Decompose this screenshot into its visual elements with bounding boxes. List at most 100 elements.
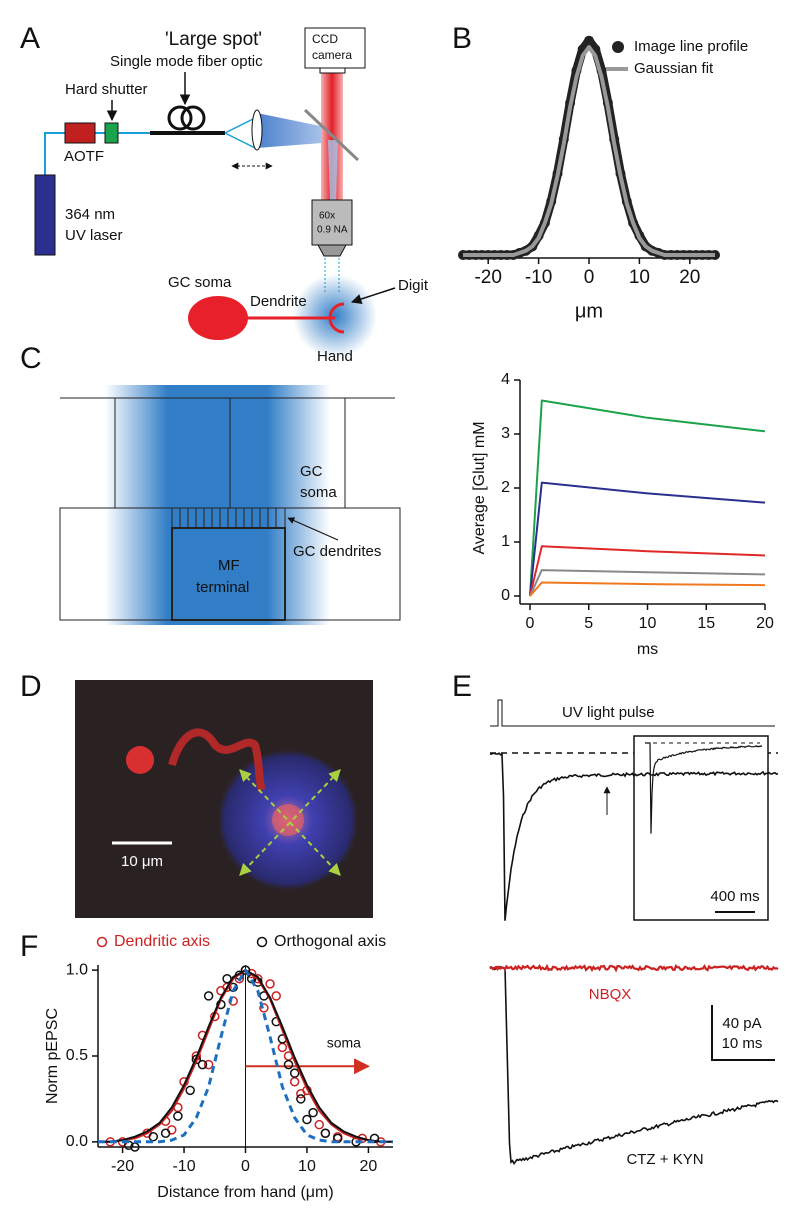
point: [584, 35, 594, 46]
laser: [34, 174, 56, 256]
point: [160, 1128, 171, 1139]
y-tick-label: 0: [501, 587, 510, 604]
y-tick-label: 0.5: [66, 1047, 88, 1064]
y-tick-label: 1.0: [66, 961, 88, 978]
x-tick-label: -20: [474, 267, 501, 288]
x-axis-label: ms: [637, 641, 658, 658]
trace: [489, 752, 779, 921]
label: MF: [218, 557, 240, 574]
label: Hand: [317, 348, 353, 365]
x-tick-label: 0: [526, 615, 535, 632]
coil: [167, 105, 193, 131]
label: 60x: [319, 211, 335, 222]
x-tick-label: 15: [697, 615, 715, 632]
trace: [489, 963, 779, 973]
diagram-c: [59, 385, 401, 625]
x-tick-label: 0: [241, 1158, 250, 1175]
panel-label: B: [452, 22, 472, 55]
label: GC dendrites: [293, 543, 381, 560]
series-line: [529, 545, 766, 597]
objective: [311, 199, 353, 246]
x-tick-label: -20: [111, 1158, 134, 1175]
label: CTZ + KYN: [626, 1151, 703, 1168]
label: 364 nm: [65, 206, 115, 223]
panel-label: D: [20, 670, 42, 703]
pulse: [490, 699, 775, 727]
series-line: [529, 399, 766, 597]
label: 400 ms: [710, 888, 759, 905]
series-line: [529, 481, 766, 597]
scale-bar: [711, 1005, 775, 1061]
label: GC soma: [168, 274, 232, 291]
x-tick-label: 0: [584, 267, 595, 288]
y-tick-label: 0.0: [66, 1133, 88, 1150]
series-line: [529, 581, 766, 597]
point: [148, 1131, 159, 1142]
label: Digit: [398, 277, 429, 294]
image-d: 10 μm: [75, 680, 373, 918]
point: [289, 1068, 300, 1078]
label: camera: [312, 48, 352, 62]
y-axis-label: Norm pEPSC: [44, 1008, 61, 1104]
point: [259, 1003, 269, 1013]
aotf: [64, 122, 96, 144]
x-tick-label: 20: [756, 615, 774, 632]
point: [277, 1042, 288, 1053]
point: [320, 1128, 331, 1139]
inset: [633, 735, 769, 921]
y-tick-label: 4: [501, 371, 510, 388]
x-axis-label: Distance from hand (μm): [157, 1184, 333, 1201]
legend-label: Orthogonal axis: [274, 933, 386, 950]
beam: [257, 113, 335, 148]
point: [253, 973, 263, 984]
camera: [319, 67, 346, 74]
series-line: [463, 45, 715, 257]
objective: [317, 244, 347, 257]
legend-symbol: [612, 41, 624, 53]
point: [289, 1077, 300, 1087]
y-tick-label: 3: [501, 425, 510, 442]
x-tick-label: 20: [360, 1158, 378, 1175]
x-tick-label: 10: [298, 1158, 316, 1175]
lens: [251, 109, 263, 151]
point: [296, 1094, 306, 1104]
point: [271, 991, 281, 1001]
arrow: [287, 517, 339, 541]
panel-label: C: [20, 342, 42, 375]
beam: [328, 140, 338, 200]
x-tick-label: 10: [629, 267, 650, 288]
point: [240, 965, 251, 975]
title: 'Large spot': [165, 29, 262, 50]
dendrite: [168, 728, 266, 792]
x-tick-label: 5: [584, 615, 593, 632]
hand: [328, 302, 345, 334]
point: [302, 1114, 312, 1125]
point: [314, 1119, 324, 1130]
point: [308, 1107, 318, 1118]
label: 10 ms: [722, 1035, 763, 1052]
coil: [180, 105, 206, 131]
arrow: [351, 287, 396, 305]
point: [185, 1085, 195, 1096]
point: [265, 979, 275, 989]
label: Dendrite: [250, 293, 307, 310]
y-axis-label: Average [Glut] mM: [471, 421, 488, 554]
x-tick-label: 20: [679, 267, 700, 288]
label: terminal: [196, 579, 249, 596]
traces-e: UV light pulse 400 ms NBQX 40 pA 10 ms C…: [489, 699, 779, 1168]
diagram-a: 'Large spot' Single mode fiber optic Har…: [34, 27, 429, 365]
legend-label: Dendritic axis: [114, 933, 210, 950]
panel-label: E: [452, 670, 472, 703]
label: 0.9 NA: [317, 225, 348, 236]
trace: [645, 742, 763, 834]
y-tick-label: 2: [501, 479, 510, 496]
soma: [126, 746, 154, 774]
spot: [293, 274, 377, 358]
x-tick-label: -10: [525, 267, 552, 288]
trace: [489, 965, 779, 1165]
mirror: [303, 108, 360, 162]
legend-label: Image line profile: [634, 38, 748, 55]
legend-symbol: [96, 936, 108, 948]
